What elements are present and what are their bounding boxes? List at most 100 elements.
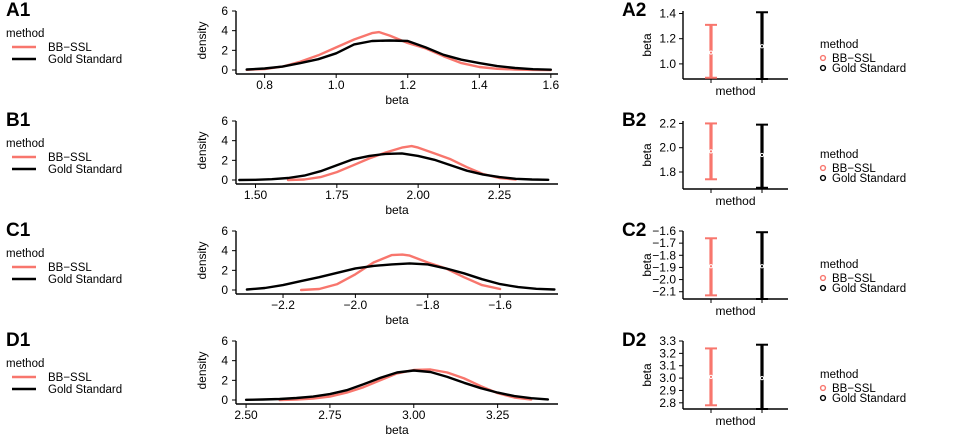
x-tick-label: −2.0 (344, 298, 368, 312)
panel-label: C2 (622, 220, 646, 241)
y-tick-label: −1.7 (652, 236, 676, 250)
legend-label: BB−SSL (832, 53, 876, 65)
legend-title: method (6, 28, 44, 40)
panel-label: A1 (6, 0, 31, 21)
x-tick-label: 1.75 (325, 188, 349, 202)
legend-title: method (6, 358, 44, 370)
y-tick-label: 1.8 (659, 165, 676, 179)
error-bar-bb-ssl (705, 347, 717, 407)
legend-label: BB−SSL (48, 372, 92, 384)
legend-label: Gold Standard (48, 54, 122, 66)
x-tick-label: −2.2 (271, 298, 295, 312)
y-tick-label: 4 (221, 24, 228, 38)
legend-label: Gold Standard (832, 63, 906, 75)
x-tick-label: 2.00 (406, 188, 430, 202)
y-tick-label: 6 (221, 334, 228, 348)
density-line-bb-ssl (245, 30, 552, 72)
y-tick-label: 0 (221, 283, 228, 297)
panel-label: A2 (622, 0, 646, 21)
legend-label: Gold Standard (832, 393, 906, 405)
y-axis-title: beta (640, 33, 654, 57)
y-axis-title: density (195, 131, 209, 169)
x-tick-label: 1.6 (543, 78, 560, 92)
y-axis-title: density (195, 21, 209, 59)
legend-key-point (819, 54, 827, 62)
density-line-gold-standard (238, 152, 550, 182)
y-tick-label: 6 (221, 114, 228, 128)
y-tick-label: 4 (221, 134, 228, 148)
density-line-bb-ssl (286, 144, 517, 182)
y-tick-label: 2.2 (659, 116, 676, 130)
y-tick-label: 2 (221, 373, 228, 387)
x-tick-label: 1.50 (244, 188, 268, 202)
x-axis-title: method (715, 304, 755, 318)
x-tick-label: 3.00 (402, 408, 426, 422)
legend-title: method (6, 248, 44, 260)
density-line-gold-standard (244, 369, 550, 401)
y-tick-label: 0 (221, 393, 228, 407)
error-bar-gold-standard (756, 11, 768, 80)
legend-title: method (820, 149, 858, 161)
y-tick-label: −1.6 (652, 224, 676, 238)
error-bar-bb-ssl (705, 237, 717, 297)
x-tick-label: −1.8 (416, 298, 440, 312)
x-axis-title: beta (385, 313, 409, 327)
errorbar-panel-c2: C2 −2.1−2.0−1.9−1.8−1.7−1.6 method beta meth… (622, 220, 906, 318)
legend-title: method (820, 259, 858, 271)
y-axis-title: beta (640, 363, 654, 387)
point-estimate (708, 374, 714, 379)
legend-label: BB−SSL (832, 383, 876, 395)
x-axis-title: method (715, 194, 755, 208)
point-estimate (759, 152, 765, 158)
x-axis-title: method (715, 414, 755, 428)
legend-label: Gold Standard (48, 274, 122, 286)
legend-title: method (820, 39, 858, 51)
error-bar-gold-standard (756, 231, 768, 300)
point-estimate (708, 50, 714, 55)
y-tick-label: 1.4 (659, 7, 676, 21)
panel-label: C1 (6, 220, 31, 241)
y-tick-label: −1.8 (652, 248, 676, 262)
y-tick-label: 1.0 (659, 57, 676, 71)
y-tick-label: −2.1 (652, 285, 676, 299)
x-tick-label: 1.4 (471, 78, 488, 92)
y-axis-title: beta (640, 253, 654, 277)
point-estimate (759, 44, 765, 49)
x-tick-label: 1.2 (399, 78, 416, 92)
y-axis-title: density (195, 351, 209, 389)
legend-key-point (819, 274, 827, 282)
y-tick-label: 6 (221, 4, 228, 18)
x-axis-title: beta (385, 423, 409, 437)
x-axis-title: beta (385, 93, 409, 107)
x-tick-label: 2.75 (318, 408, 342, 422)
y-tick-label: 3.1 (659, 359, 676, 373)
x-axis-title: beta (385, 203, 409, 217)
y-tick-label: 4 (221, 354, 228, 368)
y-tick-label: 0 (221, 173, 228, 187)
point-estimate (708, 264, 714, 269)
y-tick-label: 2 (221, 263, 228, 277)
point-estimate (759, 264, 765, 269)
density-line-bb-ssl (299, 253, 502, 292)
legend-key-point (819, 394, 827, 402)
legend-key-point (819, 164, 827, 172)
y-tick-label: 4 (221, 244, 228, 258)
error-bar-bb-ssl (705, 23, 717, 79)
x-tick-label: −1.6 (488, 298, 512, 312)
legend-label: BB−SSL (48, 42, 92, 54)
errorbar-panel-d2: D2 2.82.93.03.13.23.3 method beta method BB−S… (622, 330, 906, 428)
legend-label: BB−SSL (48, 262, 92, 274)
y-tick-label: 2.8 (659, 396, 676, 410)
legend-label: Gold Standard (48, 384, 122, 396)
